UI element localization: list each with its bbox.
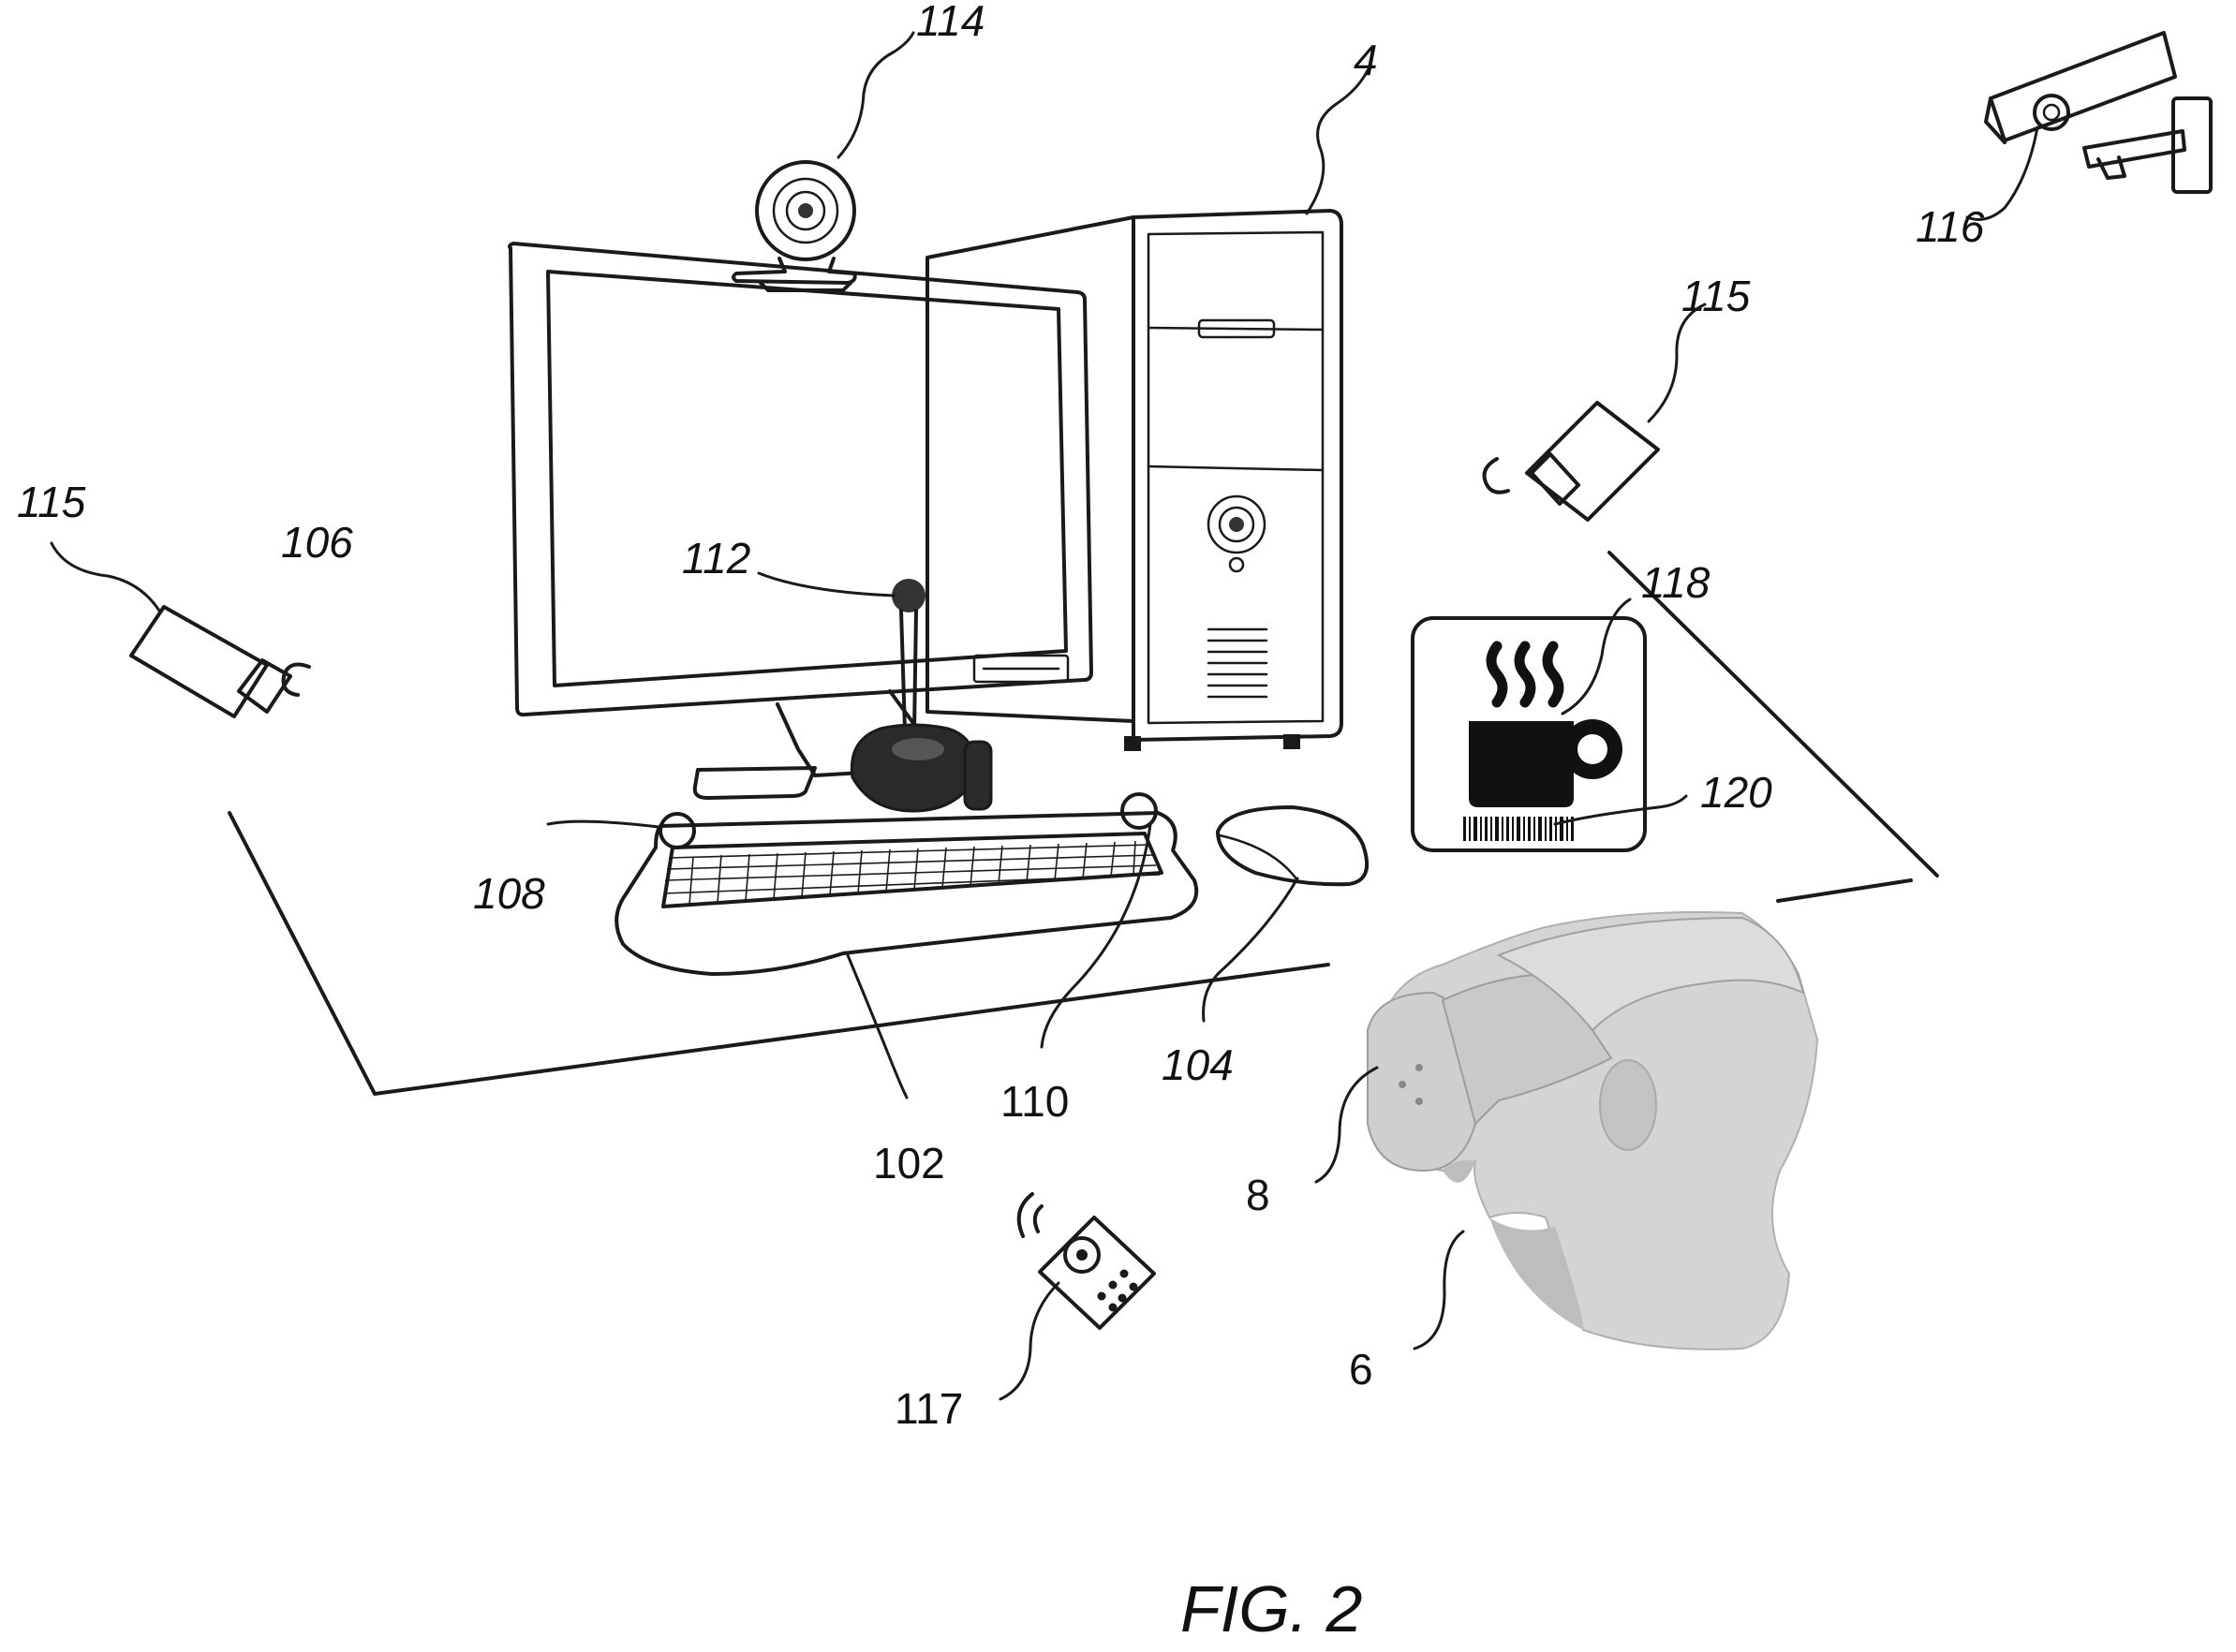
label-remote: 117 xyxy=(895,1384,963,1433)
security-camera xyxy=(1967,33,2211,219)
label-keyboard: 102 xyxy=(873,1139,945,1187)
mug-marker-card xyxy=(1413,599,1686,850)
label-computer: 4 xyxy=(1354,36,1378,84)
label-camera-right: 115 xyxy=(1681,272,1751,320)
computer-tower xyxy=(927,70,1368,751)
label-security-camera: 116 xyxy=(1916,202,1985,251)
label-monitor: 106 xyxy=(281,518,353,567)
label-camera-left: 115 xyxy=(17,478,86,526)
user-head xyxy=(1316,912,1817,1350)
label-barcode: 120 xyxy=(1700,768,1772,817)
camera-left xyxy=(52,543,309,716)
figure-caption: FIG. 2 xyxy=(1180,1572,1362,1645)
key-sensor-left xyxy=(660,814,694,848)
mouse xyxy=(1204,807,1368,1021)
webcam xyxy=(733,33,913,290)
keyboard xyxy=(548,794,1196,1098)
remote xyxy=(1000,1194,1154,1399)
key-sensor-right xyxy=(1122,794,1156,828)
label-mug-marker: 118 xyxy=(1641,558,1710,607)
label-key-sensor-right: 110 xyxy=(1000,1077,1069,1126)
mug-icon xyxy=(1469,721,1574,807)
label-mouse: 104 xyxy=(1162,1040,1234,1089)
tower-vent xyxy=(1208,629,1266,697)
label-key-sensor-left: 108 xyxy=(473,869,545,918)
keyboard-keys xyxy=(664,841,1160,905)
label-webcam: 114 xyxy=(916,0,985,45)
camera-right xyxy=(1485,304,1706,520)
label-headset: 8 xyxy=(1246,1171,1270,1219)
label-joystick: 112 xyxy=(682,534,750,583)
steam-icon xyxy=(1491,646,1559,702)
barcode xyxy=(1463,817,1574,841)
label-user: 6 xyxy=(1349,1345,1373,1394)
